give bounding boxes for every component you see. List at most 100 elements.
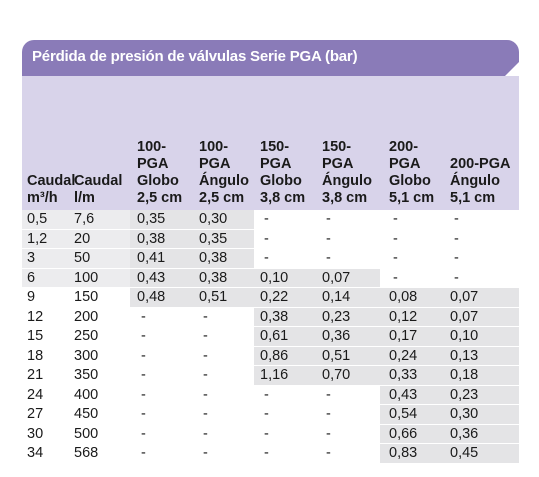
table-cell: 300 <box>74 347 99 364</box>
table-cell: 100 <box>74 269 99 286</box>
cell-shade <box>130 229 192 249</box>
column-header: Caudal m³/h <box>27 173 76 206</box>
row-divider <box>22 228 519 230</box>
table-cell: 250 <box>74 328 99 344</box>
table-cell: 15 <box>27 328 44 344</box>
table-header: Caudal m³/h Caudal l/m 100- PGA Globo 2,5 … <box>22 76 519 210</box>
table-cell: 0,38 <box>199 269 228 286</box>
table-cell: 0,83 <box>389 445 418 461</box>
table-cell: - <box>454 230 459 247</box>
cell-shade <box>316 366 380 386</box>
table-cell: 500 <box>74 425 99 442</box>
table-title-bar: Pérdida de presión de válvulas Serie PGA… <box>22 40 519 76</box>
table-cell: - <box>141 445 146 461</box>
table-cell: 0,70 <box>322 367 351 383</box>
table-cell: - <box>141 386 146 403</box>
row-divider <box>22 384 519 386</box>
row-divider <box>22 306 519 308</box>
cell-shade <box>130 288 192 308</box>
table-cell: 0,61 <box>260 328 289 344</box>
cell-shade <box>380 366 442 386</box>
table-cell: 0,43 <box>389 386 418 403</box>
pressure-loss-table: Pérdida de presión de válvulas Serie PGA… <box>22 40 519 464</box>
table-cell: 0,13 <box>450 347 479 364</box>
table-cell: 0,17 <box>389 328 418 344</box>
cell-shade <box>442 444 519 464</box>
table-cell: 12 <box>27 308 44 325</box>
table-row: 15 250 - - 0,61 0,36 0,17 0,10 <box>22 327 519 347</box>
table-cell: - <box>326 211 331 227</box>
table-cell: 0,30 <box>450 406 479 422</box>
row-divider <box>22 443 519 444</box>
table-cell: 1,16 <box>260 367 289 383</box>
cell-shade <box>192 249 254 269</box>
cell-shade <box>192 268 254 288</box>
cell-shade <box>316 288 380 308</box>
table-row: 3 50 0,41 0,38 - - - - <box>22 249 519 269</box>
table-cell: 150 <box>74 289 99 305</box>
row-divider <box>22 423 519 425</box>
table-cell: 0,18 <box>450 367 479 383</box>
table-body: 0,5 7,6 0,35 0,30- - - -1,2 20 0,38 0,35- - - -3 50 0,… <box>22 210 519 464</box>
table-cell: 350 <box>74 367 99 383</box>
table-cell: - <box>264 386 269 403</box>
cell-shade <box>254 346 316 366</box>
table-cell: 0,14 <box>322 289 351 305</box>
cell-shade <box>442 288 519 308</box>
table-cell: - <box>264 211 269 227</box>
cell-shade <box>316 346 380 366</box>
table-cell: 30 <box>27 425 44 442</box>
table-cell: - <box>203 386 208 403</box>
cell-shade <box>22 249 68 269</box>
table-cell: 20 <box>74 230 91 247</box>
table-cell: 0,48 <box>137 289 166 305</box>
column-header: 200- PGA Globo 5,1 cm <box>389 139 435 206</box>
table-cell: 0,07 <box>450 308 479 325</box>
cell-shade <box>192 288 254 308</box>
table-row: 0,5 7,6 0,35 0,30 - - - - <box>22 210 519 230</box>
table-cell: - <box>264 230 269 247</box>
table-cell: - <box>393 250 398 266</box>
cell-shade <box>380 405 442 425</box>
column-header: Caudal l/m <box>74 173 123 206</box>
table-cell: 568 <box>74 445 99 461</box>
cell-shade <box>442 366 519 386</box>
table-cell: - <box>454 211 459 227</box>
table-cell: 0,38 <box>260 308 289 325</box>
table-cell: - <box>264 425 269 442</box>
table-cell: - <box>326 425 331 442</box>
column-header: 150- PGA Ángulo 3,8 cm <box>322 139 372 206</box>
table-cell: - <box>141 367 146 383</box>
table-cell: 0,5 <box>27 211 48 227</box>
table-cell: 0,35 <box>137 211 166 227</box>
cell-shade <box>442 385 519 405</box>
table-cell: 50 <box>74 250 91 266</box>
table-row: 9 150 0,48 0,51 0,22 0,14 0,08 0,07 <box>22 288 519 308</box>
table-cell: 200 <box>74 308 99 325</box>
table-cell: - <box>203 406 208 422</box>
table-cell: 0,23 <box>450 386 479 403</box>
table-cell: - <box>203 347 208 364</box>
cell-shade <box>380 307 442 327</box>
table-cell: - <box>326 250 331 266</box>
cell-shade <box>22 210 68 230</box>
cell-shade <box>22 229 68 249</box>
table-cell: - <box>326 445 331 461</box>
table-cell: 0,10 <box>450 328 479 344</box>
cell-shade <box>22 268 68 288</box>
cell-shade <box>254 288 316 308</box>
cell-shade <box>442 424 519 444</box>
cell-shade <box>442 346 519 366</box>
cell-shade <box>380 424 442 444</box>
table-cell: 0,33 <box>389 367 418 383</box>
table-cell: - <box>203 367 208 383</box>
table-cell: - <box>393 269 398 286</box>
table-cell: 0,38 <box>199 250 228 266</box>
table-row: 34 568 - - - - 0,83 0,45 <box>22 444 519 464</box>
table-cell: - <box>141 347 146 364</box>
table-row: 21 350 - - 1,16 0,70 0,33 0,18 <box>22 366 519 386</box>
table-cell: 0,35 <box>199 230 228 247</box>
cell-shade <box>130 210 192 230</box>
table-cell: - <box>264 250 269 266</box>
table-cell: - <box>141 406 146 422</box>
